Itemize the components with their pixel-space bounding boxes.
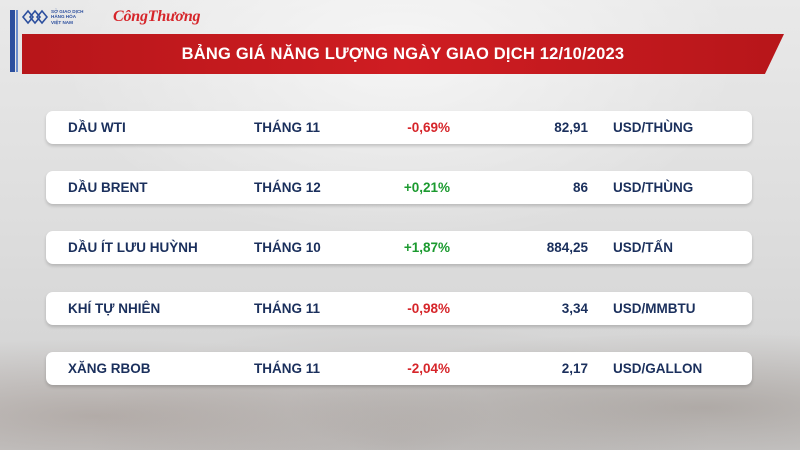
commodity-name: KHÍ TỰ NHIÊN: [68, 301, 161, 316]
commodity-name: XĂNG RBOB: [68, 361, 151, 376]
price-change: +0,21%: [403, 180, 450, 195]
price-row-natural-gas: KHÍ TỰ NHIÊN THÁNG 11 -0,98% 3,34 USD/MM…: [46, 292, 752, 325]
price-row-wti: DẦU WTI THÁNG 11 -0,69% 82,91 USD/THÙNG: [46, 111, 752, 144]
price-value: 86: [572, 180, 588, 195]
left-accent-bar: [10, 10, 15, 72]
page-title: BẢNG GIÁ NĂNG LƯỢNG NGÀY GIAO DỊCH 12/10…: [181, 44, 625, 63]
brand-logo: CôngThương: [113, 8, 201, 25]
price-value: 82,91: [554, 120, 588, 135]
price-unit: USD/TẤN: [613, 240, 673, 255]
left-accent-line: [16, 10, 18, 72]
price-unit: USD/THÙNG: [613, 180, 694, 195]
price-change: -2,04%: [407, 361, 450, 376]
contract-month: THÁNG 11: [254, 301, 321, 316]
header: SỞ GIAO DỊCH HÀNG HÓA VIỆT NAM CôngThươn…: [21, 4, 201, 30]
price-row-brent: DẦU BRENT THÁNG 12 +0,21% 86 USD/THÙNG: [46, 171, 752, 204]
commodity-name: DẦU ÍT LƯU HUỲNH: [68, 240, 198, 255]
contract-month: THÁNG 11: [254, 361, 321, 376]
wave-logo-icon: [21, 8, 49, 26]
price-unit: USD/THÙNG: [613, 120, 694, 135]
price-value: 2,17: [561, 361, 588, 376]
commodity-name: DẦU WTI: [68, 120, 126, 135]
price-change: -0,69%: [407, 120, 450, 135]
commodity-name: DẦU BRENT: [68, 180, 148, 195]
price-change: -0,98%: [407, 301, 450, 316]
price-change: +1,87%: [403, 240, 450, 255]
contract-month: THÁNG 10: [254, 240, 321, 255]
exchange-logo-text: SỞ GIAO DỊCH HÀNG HÓA VIỆT NAM: [51, 8, 84, 25]
contract-month: THÁNG 12: [254, 180, 321, 195]
contract-month: THÁNG 11: [254, 120, 321, 135]
price-unit: USD/MMBTU: [613, 301, 696, 316]
title-banner: BẢNG GIÁ NĂNG LƯỢNG NGÀY GIAO DỊCH 12/10…: [22, 34, 784, 74]
price-row-low-sulfur: DẦU ÍT LƯU HUỲNH THÁNG 10 +1,87% 884,25 …: [46, 231, 752, 264]
price-unit: USD/GALLON: [613, 361, 703, 376]
price-row-rbob: XĂNG RBOB THÁNG 11 -2,04% 2,17 USD/GALLO…: [46, 352, 752, 385]
price-value: 884,25: [546, 240, 588, 255]
price-value: 3,34: [561, 301, 588, 316]
